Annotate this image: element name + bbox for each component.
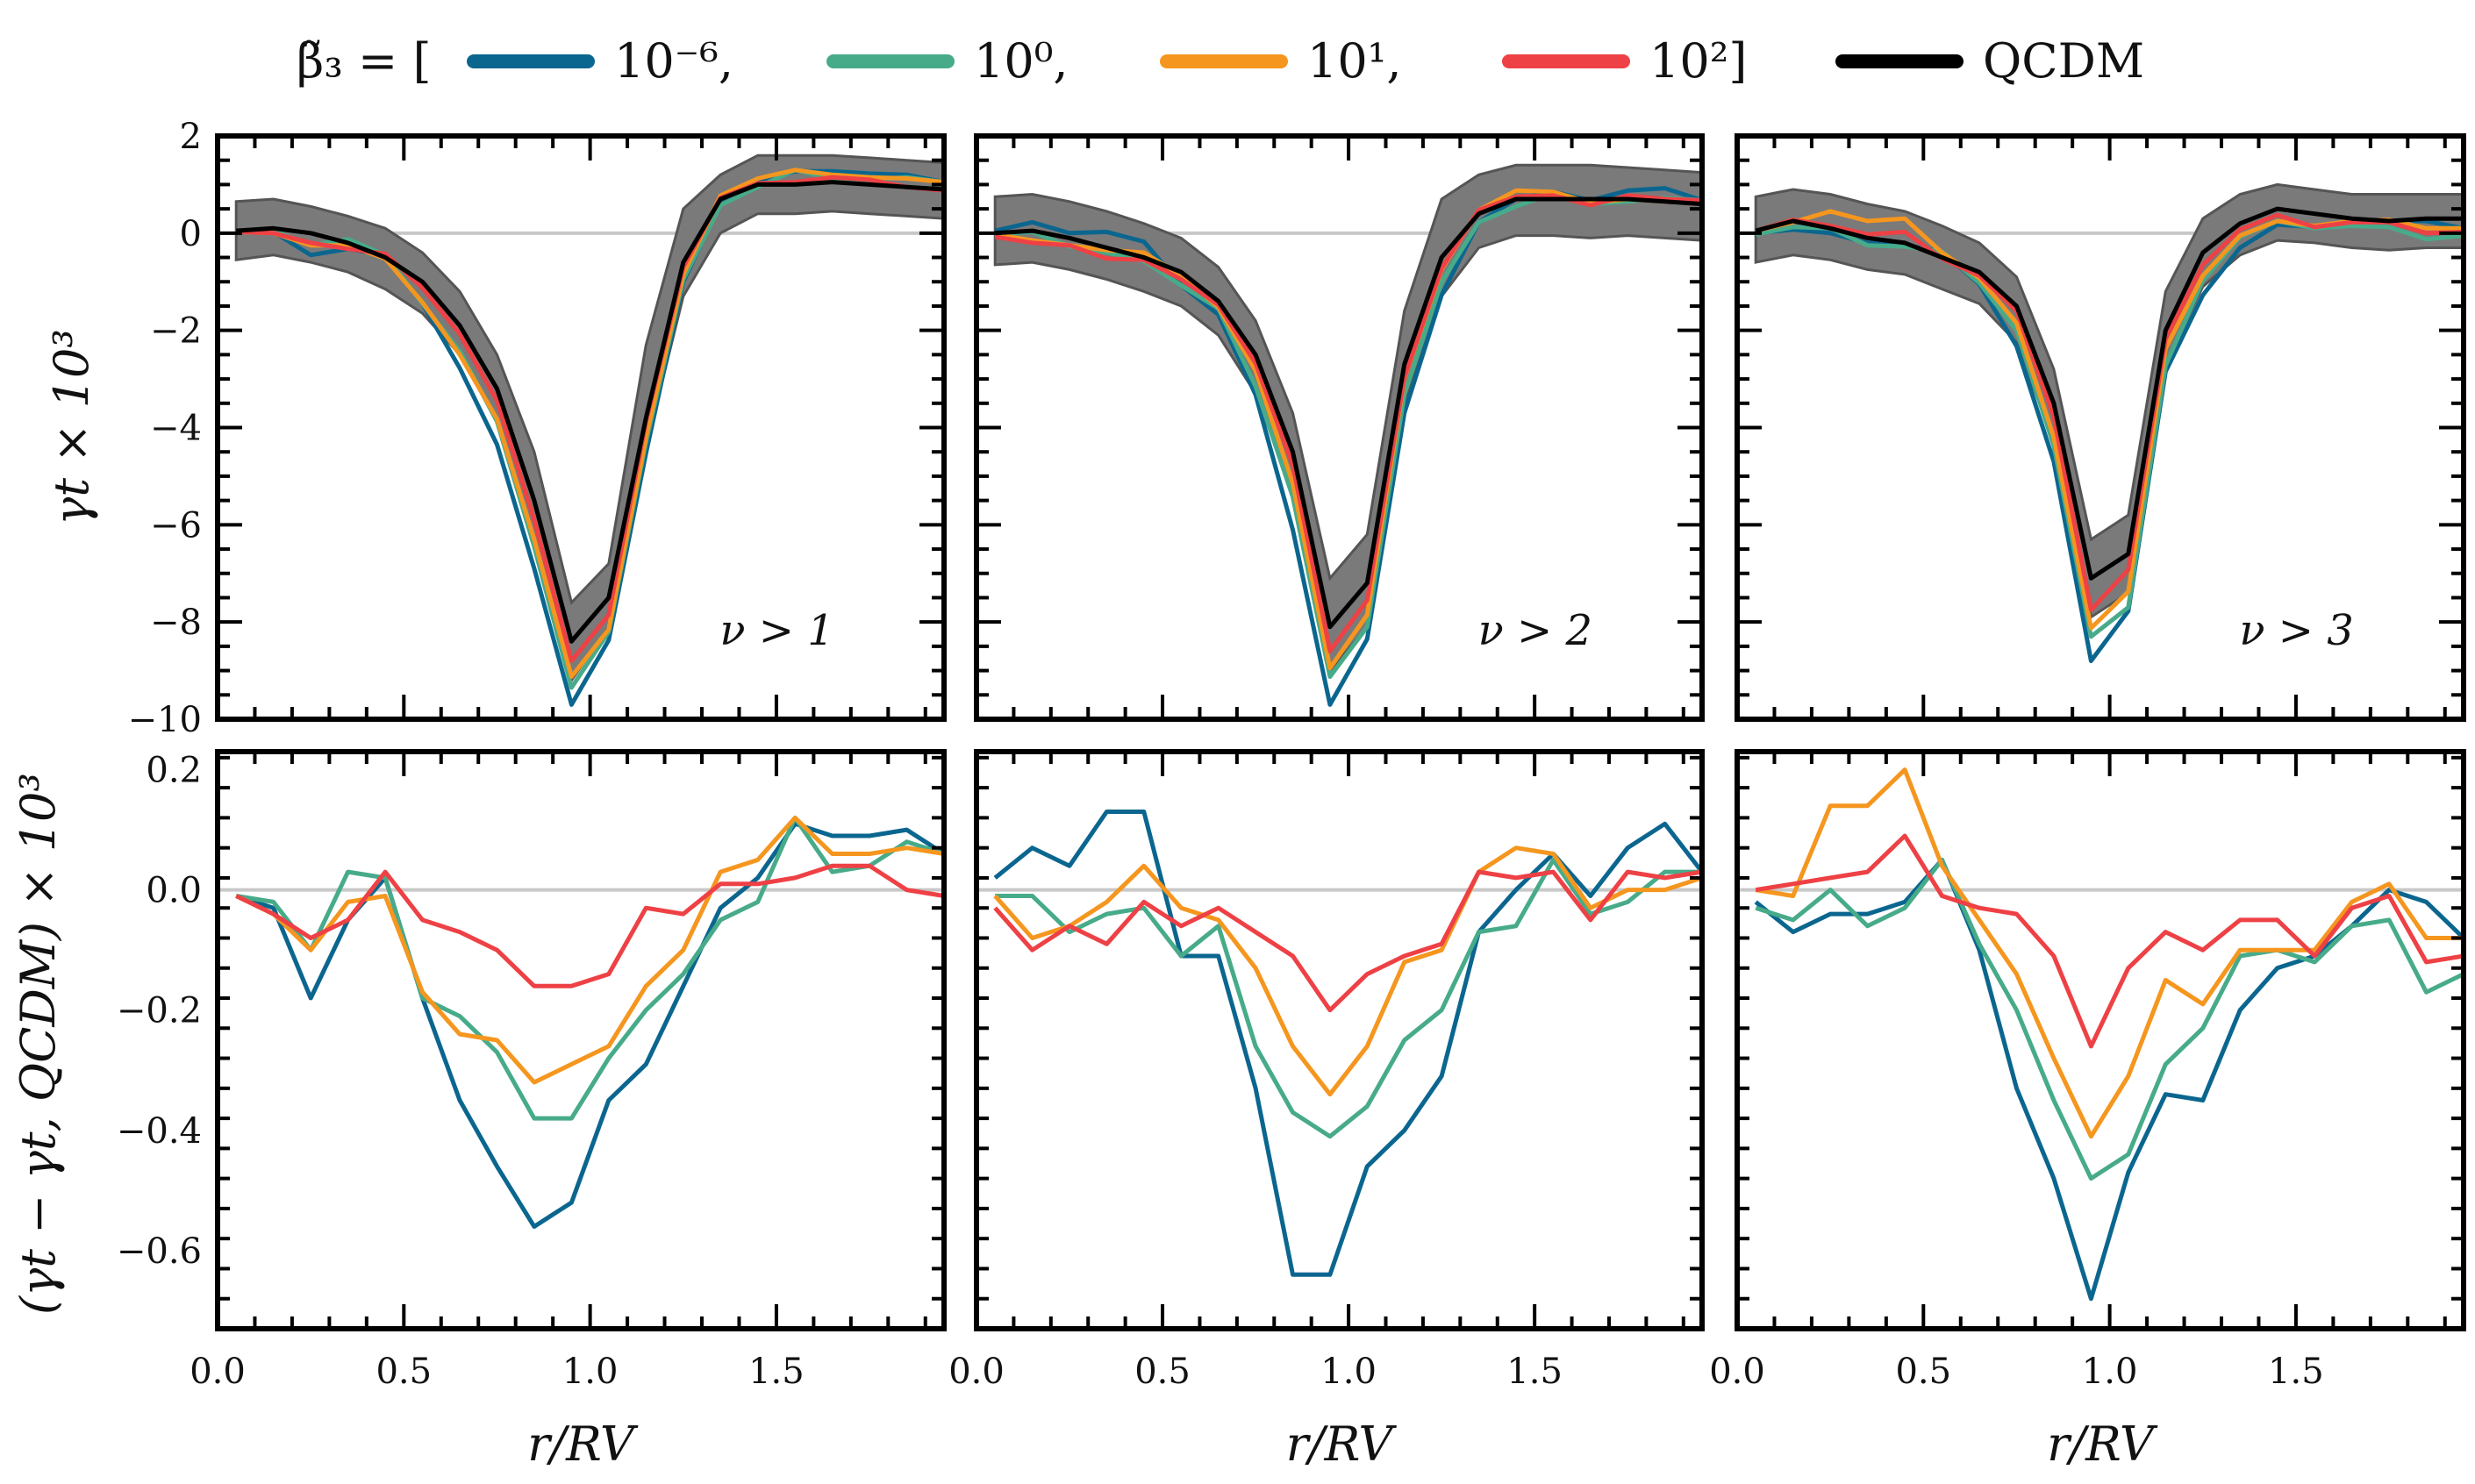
- y-tick-label: −4: [150, 409, 202, 449]
- y-tick-label: −2: [150, 311, 202, 352]
- diff-series-line-0: [993, 810, 1704, 1277]
- panel-annotation: ν > 2: [1478, 606, 1592, 655]
- y-tick-label: −10: [128, 700, 202, 740]
- y-tick-label: −8: [150, 603, 202, 643]
- diff-series-line-1: [1755, 857, 2465, 1181]
- panel-frame: [1735, 749, 2466, 1331]
- x-tick-label: 0.5: [1895, 1352, 1951, 1392]
- top-panel-2: ν > 2: [974, 133, 1705, 722]
- x-tick-label: 0.0: [948, 1352, 1005, 1392]
- x-tick-label: 0.0: [1709, 1352, 1765, 1392]
- legend-label-0: 10⁻⁶,: [614, 33, 733, 89]
- bottom-panel-1: 0.0 0.5 1.0 1.5 0.2 0.0 −0.2 −0.4 −0.6 r/RV: [117, 749, 947, 1472]
- x-axis-label: r/RV: [2047, 1416, 2158, 1472]
- top-series-line-3: [994, 193, 1703, 653]
- bottom-panel-2: 0.0 0.5 1.0 1.5 r/RV: [948, 749, 1705, 1472]
- diff-series-line-3: [993, 869, 1703, 1013]
- diff-series-line-1: [995, 857, 1702, 1139]
- panel-frame: [974, 749, 1705, 1331]
- top-series-line-3: [1755, 212, 2464, 612]
- top-panel-1: 2 0 −2 −4 −6 −8 −10 ν > 1: [128, 117, 947, 740]
- x-tick-label: 0.5: [376, 1352, 432, 1392]
- y-tick-label: −0.4: [117, 1111, 202, 1152]
- legend-label-2: 10¹,: [1307, 33, 1402, 89]
- qcdm-line: [1755, 206, 2464, 581]
- axis-labels: γt × 10³ (γt − γt, QCDM) × 10³: [11, 329, 99, 1315]
- panel-frame: [215, 749, 947, 1331]
- bottom-panel-3: 0.0 0.5 1.0 1.5 r/RV: [1709, 749, 2466, 1472]
- y-tick-label: 0: [180, 214, 202, 254]
- qcdm-line: [236, 180, 945, 644]
- qcdm-line: [995, 196, 1703, 630]
- x-tick-label: 0.0: [190, 1352, 246, 1392]
- x-tick-label: 1.5: [748, 1352, 805, 1392]
- qcdm-error-band: [993, 163, 1704, 674]
- panel-annotation: ν > 1: [719, 606, 833, 655]
- diff-series-line-3: [235, 863, 945, 988]
- y-tick-label: 2: [180, 117, 202, 157]
- diff-series-line-1: [235, 815, 945, 1121]
- x-tick-label: 0.5: [1134, 1352, 1191, 1392]
- x-tick-label: 1.5: [1506, 1352, 1563, 1392]
- x-axis-label: r/RV: [1286, 1416, 1398, 1472]
- x-tick-label: 1.5: [2268, 1352, 2324, 1392]
- top-y-axis-label: γt × 10³: [44, 329, 99, 525]
- x-axis-label: r/RV: [527, 1416, 639, 1472]
- panels: 2 0 −2 −4 −6 −8 −10 ν > 1 0.0 0.5 1.0 1.5 0.2 0.0 −0.2…: [117, 117, 2466, 1472]
- legend-prefix: β̃₃ = [: [297, 33, 432, 89]
- legend-label-3: 10²]: [1649, 33, 1747, 89]
- x-tick-label: 1.0: [2082, 1352, 2138, 1392]
- top-series-line-3: [236, 175, 945, 663]
- diff-series-line-3: [1755, 833, 2464, 1049]
- y-tick-label: −0.2: [117, 991, 202, 1031]
- x-tick-label: 1.0: [562, 1352, 619, 1392]
- legend-label-4: QCDM: [1983, 33, 2144, 89]
- legend: β̃₃ = [ 10⁻⁶, 10⁰, 10¹, 10²] QCDM: [297, 33, 2144, 89]
- y-tick-label: 0.2: [146, 751, 202, 791]
- top-panel-3: ν > 3: [1735, 133, 2466, 722]
- x-tick-label: 1.0: [1320, 1352, 1377, 1392]
- qcdm-error-band: [1754, 182, 2465, 620]
- y-tick-label: 0.0: [146, 871, 202, 911]
- panel-annotation: ν > 3: [2239, 606, 2353, 655]
- diff-series-line-2: [1755, 767, 2464, 1139]
- diff-series-line-2: [235, 815, 945, 1085]
- y-tick-label: −6: [150, 505, 202, 546]
- y-tick-label: −0.6: [117, 1231, 202, 1272]
- top-series-line-1: [1755, 218, 2464, 639]
- legend-label-1: 10⁰,: [974, 33, 1069, 89]
- diff-series-line-2: [993, 845, 1703, 1097]
- bottom-y-axis-label: (γt − γt, QCDM) × 10³: [11, 773, 66, 1315]
